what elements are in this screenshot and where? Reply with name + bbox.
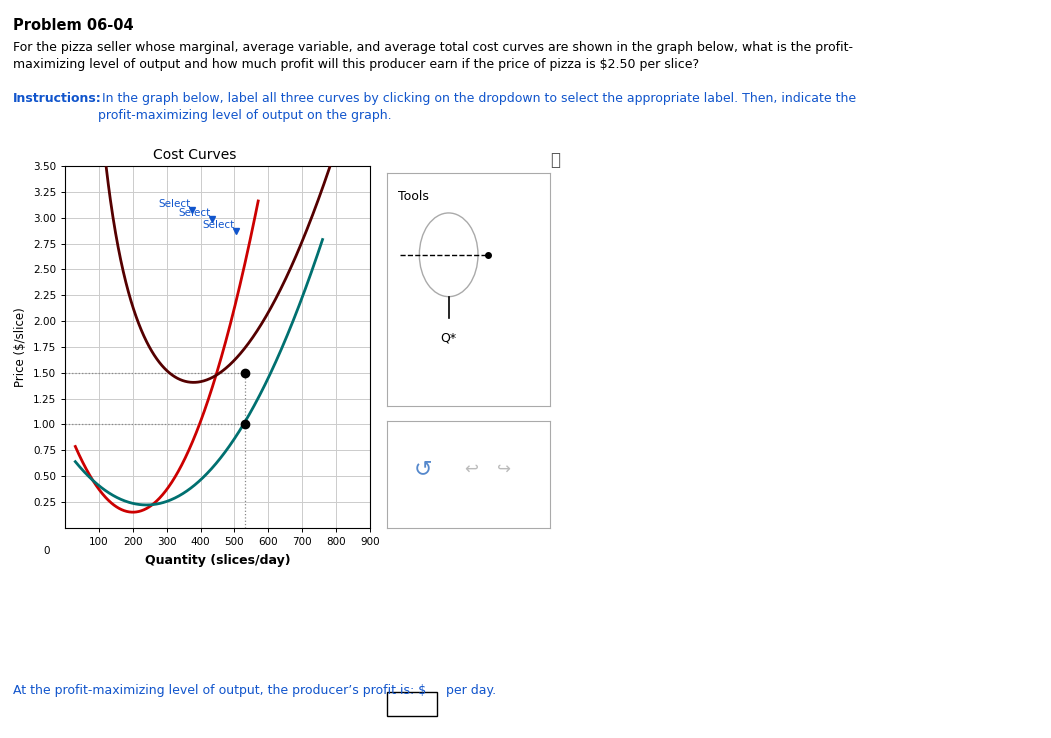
Text: Tools: Tools [398, 190, 429, 203]
Text: Select: Select [179, 207, 211, 218]
Text: Cost Curves: Cost Curves [152, 148, 236, 162]
Text: ↪: ↪ [497, 460, 511, 477]
Text: At the profit-maximizing level of output, the producer’s profit is: $: At the profit-maximizing level of output… [13, 684, 426, 697]
Text: per day.: per day. [442, 684, 496, 697]
Text: For the pizza seller whose marginal, average variable, and average total cost cu: For the pizza seller whose marginal, ave… [13, 41, 852, 71]
Text: Problem 06-04: Problem 06-04 [13, 18, 133, 33]
Text: ⓘ: ⓘ [550, 151, 560, 169]
Text: Instructions:: Instructions: [13, 92, 101, 106]
Text: Q*: Q* [440, 331, 457, 345]
Text: 0: 0 [43, 546, 49, 556]
Text: Select: Select [159, 199, 190, 210]
Text: In the graph below, label all three curves by clicking on the dropdown to select: In the graph below, label all three curv… [98, 92, 856, 123]
Text: ↺: ↺ [413, 459, 432, 479]
Text: Select: Select [202, 220, 234, 230]
X-axis label: Quantity (slices/day): Quantity (slices/day) [145, 554, 290, 567]
Text: ↩: ↩ [465, 460, 478, 477]
Y-axis label: Price ($/slice): Price ($/slice) [15, 307, 27, 387]
